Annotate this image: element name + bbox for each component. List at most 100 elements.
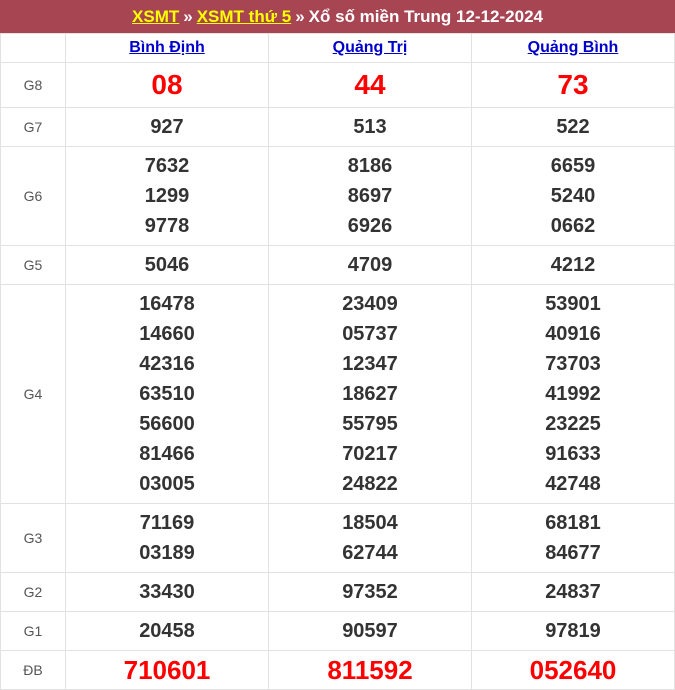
page-title: Xổ số miền Trung 12-12-2024 — [308, 7, 543, 26]
prize-numbers-cell: 97819 — [471, 611, 675, 651]
prize-number: 05737 — [342, 323, 398, 345]
breadcrumb-link-xsmt-thu-5[interactable]: XSMT thứ 5 — [196, 7, 292, 26]
prize-number: 08 — [151, 69, 183, 100]
prize-numbers-cell: 4212 — [471, 245, 675, 285]
prize-label: G1 — [0, 611, 66, 651]
province-link-quang-tri[interactable]: Quảng Trị — [332, 39, 408, 56]
prize-numbers-cell: 18504 62744 — [268, 503, 472, 573]
prize-number: 42748 — [545, 473, 601, 495]
prize-numbers-cell: 5046 — [65, 245, 269, 285]
prize-number: 0662 — [550, 215, 596, 237]
prize-number: 6926 — [347, 215, 393, 237]
prize-number: 513 — [353, 116, 387, 138]
prize-number: 63510 — [139, 383, 195, 405]
prize-numbers-cell: 927 — [65, 107, 269, 147]
breadcrumb-separator: » — [295, 7, 305, 26]
prize-label: G3 — [0, 503, 66, 573]
prize-numbers-cell: 8186 8697 6926 — [268, 146, 472, 246]
prize-number: 81466 — [139, 443, 195, 465]
province-header-cell: Bình Định — [65, 33, 269, 63]
breadcrumb: XSMT» XSMT thứ 5» Xổ số miền Trung 12-12-2… — [0, 0, 675, 33]
breadcrumb-separator: » — [183, 7, 193, 26]
prize-number: 33430 — [139, 581, 195, 603]
prize-numbers-cell: 052640 — [471, 650, 675, 690]
prize-label: G6 — [0, 146, 66, 246]
prize-numbers-cell: 33430 — [65, 572, 269, 612]
province-header-spacer — [0, 33, 66, 63]
prize-label: G7 — [0, 107, 66, 147]
prize-row-G4: G4 16478 14660 42316 63510 56600 81466 03005 234… — [0, 284, 675, 504]
prize-numbers-cell: 6659 5240 0662 — [471, 146, 675, 246]
prize-row-G1: G1 20458 90597 97819 — [0, 611, 675, 651]
prize-number: 03005 — [139, 473, 195, 495]
prize-number: 62744 — [342, 542, 398, 564]
prize-number: 73 — [557, 69, 589, 100]
prize-number: 97819 — [545, 620, 601, 642]
prize-number: 4709 — [347, 254, 393, 276]
prize-numbers-cell: 811592 — [268, 650, 472, 690]
breadcrumb-link-xsmt[interactable]: XSMT — [132, 7, 180, 26]
prize-numbers-cell: 16478 14660 42316 63510 56600 81466 03005 — [65, 284, 269, 504]
prize-number: 03189 — [139, 542, 195, 564]
prize-numbers-cell: 90597 — [268, 611, 472, 651]
prize-number: 14660 — [139, 323, 195, 345]
province-header-cell: Quảng Bình — [471, 33, 675, 63]
prize-number: 68181 — [545, 512, 601, 534]
prize-number: 710601 — [123, 655, 211, 685]
prize-number: 4212 — [550, 254, 596, 276]
prize-number: 5046 — [144, 254, 190, 276]
prize-numbers-cell: 53901 40916 73703 41992 23225 91633 42748 — [471, 284, 675, 504]
prize-label: G8 — [0, 62, 66, 108]
province-header-cell: Quảng Trị — [268, 33, 472, 63]
prize-number: 84677 — [545, 542, 601, 564]
prize-number: 53901 — [545, 293, 601, 315]
prize-number: 1299 — [144, 185, 190, 207]
prize-number: 24837 — [545, 581, 601, 603]
prize-number: 71169 — [139, 512, 195, 534]
prize-number: 8186 — [347, 155, 393, 177]
lottery-results-table: Bình Định Quảng Trị Quảng Bình G8 08 44 73 G… — [0, 33, 675, 690]
prize-row-G2: G2 33430 97352 24837 — [0, 572, 675, 612]
prize-numbers-cell: 08 — [65, 62, 269, 108]
prize-number: 811592 — [327, 655, 413, 685]
prize-numbers-cell: 710601 — [65, 650, 269, 690]
prize-number: 18504 — [342, 512, 398, 534]
province-link-quang-binh[interactable]: Quảng Bình — [527, 39, 619, 56]
prize-number: 23225 — [545, 413, 601, 435]
prize-number: 8697 — [347, 185, 393, 207]
prize-number: 9778 — [144, 215, 190, 237]
prize-number: 7632 — [144, 155, 190, 177]
prize-number: 5240 — [550, 185, 596, 207]
prize-numbers-cell: 68181 84677 — [471, 503, 675, 573]
prize-row-G3: G3 71169 03189 18504 62744 68181 84677 — [0, 503, 675, 573]
prize-number: 23409 — [342, 293, 398, 315]
prize-number: 927 — [150, 116, 184, 138]
prize-numbers-cell: 97352 — [268, 572, 472, 612]
prize-number: 6659 — [550, 155, 596, 177]
prize-number: 44 — [354, 69, 386, 100]
prize-row-G8: G8 08 44 73 — [0, 62, 675, 108]
prize-number: 052640 — [529, 655, 617, 685]
prize-number: 73703 — [545, 353, 601, 375]
prize-number: 90597 — [342, 620, 398, 642]
prize-row-G6: G6 7632 1299 9778 8186 8697 6926 6659 5240 0662 — [0, 146, 675, 246]
prize-number: 41992 — [545, 383, 601, 405]
prize-numbers-cell: 23409 05737 12347 18627 55795 70217 24822 — [268, 284, 472, 504]
prize-numbers-cell: 44 — [268, 62, 472, 108]
prize-number: 12347 — [342, 353, 398, 375]
prize-number: 24822 — [342, 473, 398, 495]
prize-numbers-cell: 73 — [471, 62, 675, 108]
prize-number: 55795 — [342, 413, 398, 435]
prize-number: 16478 — [139, 293, 195, 315]
prize-number: 97352 — [342, 581, 398, 603]
prize-label: ĐB — [0, 650, 66, 690]
prize-row-G7: G7 927 513 522 — [0, 107, 675, 147]
prize-number: 56600 — [139, 413, 195, 435]
prize-number: 18627 — [342, 383, 398, 405]
prize-label: G5 — [0, 245, 66, 285]
prize-numbers-cell: 71169 03189 — [65, 503, 269, 573]
prize-numbers-cell: 7632 1299 9778 — [65, 146, 269, 246]
prize-number: 522 — [556, 116, 590, 138]
prize-number: 91633 — [545, 443, 601, 465]
province-link-binh-dinh[interactable]: Bình Định — [129, 39, 205, 56]
